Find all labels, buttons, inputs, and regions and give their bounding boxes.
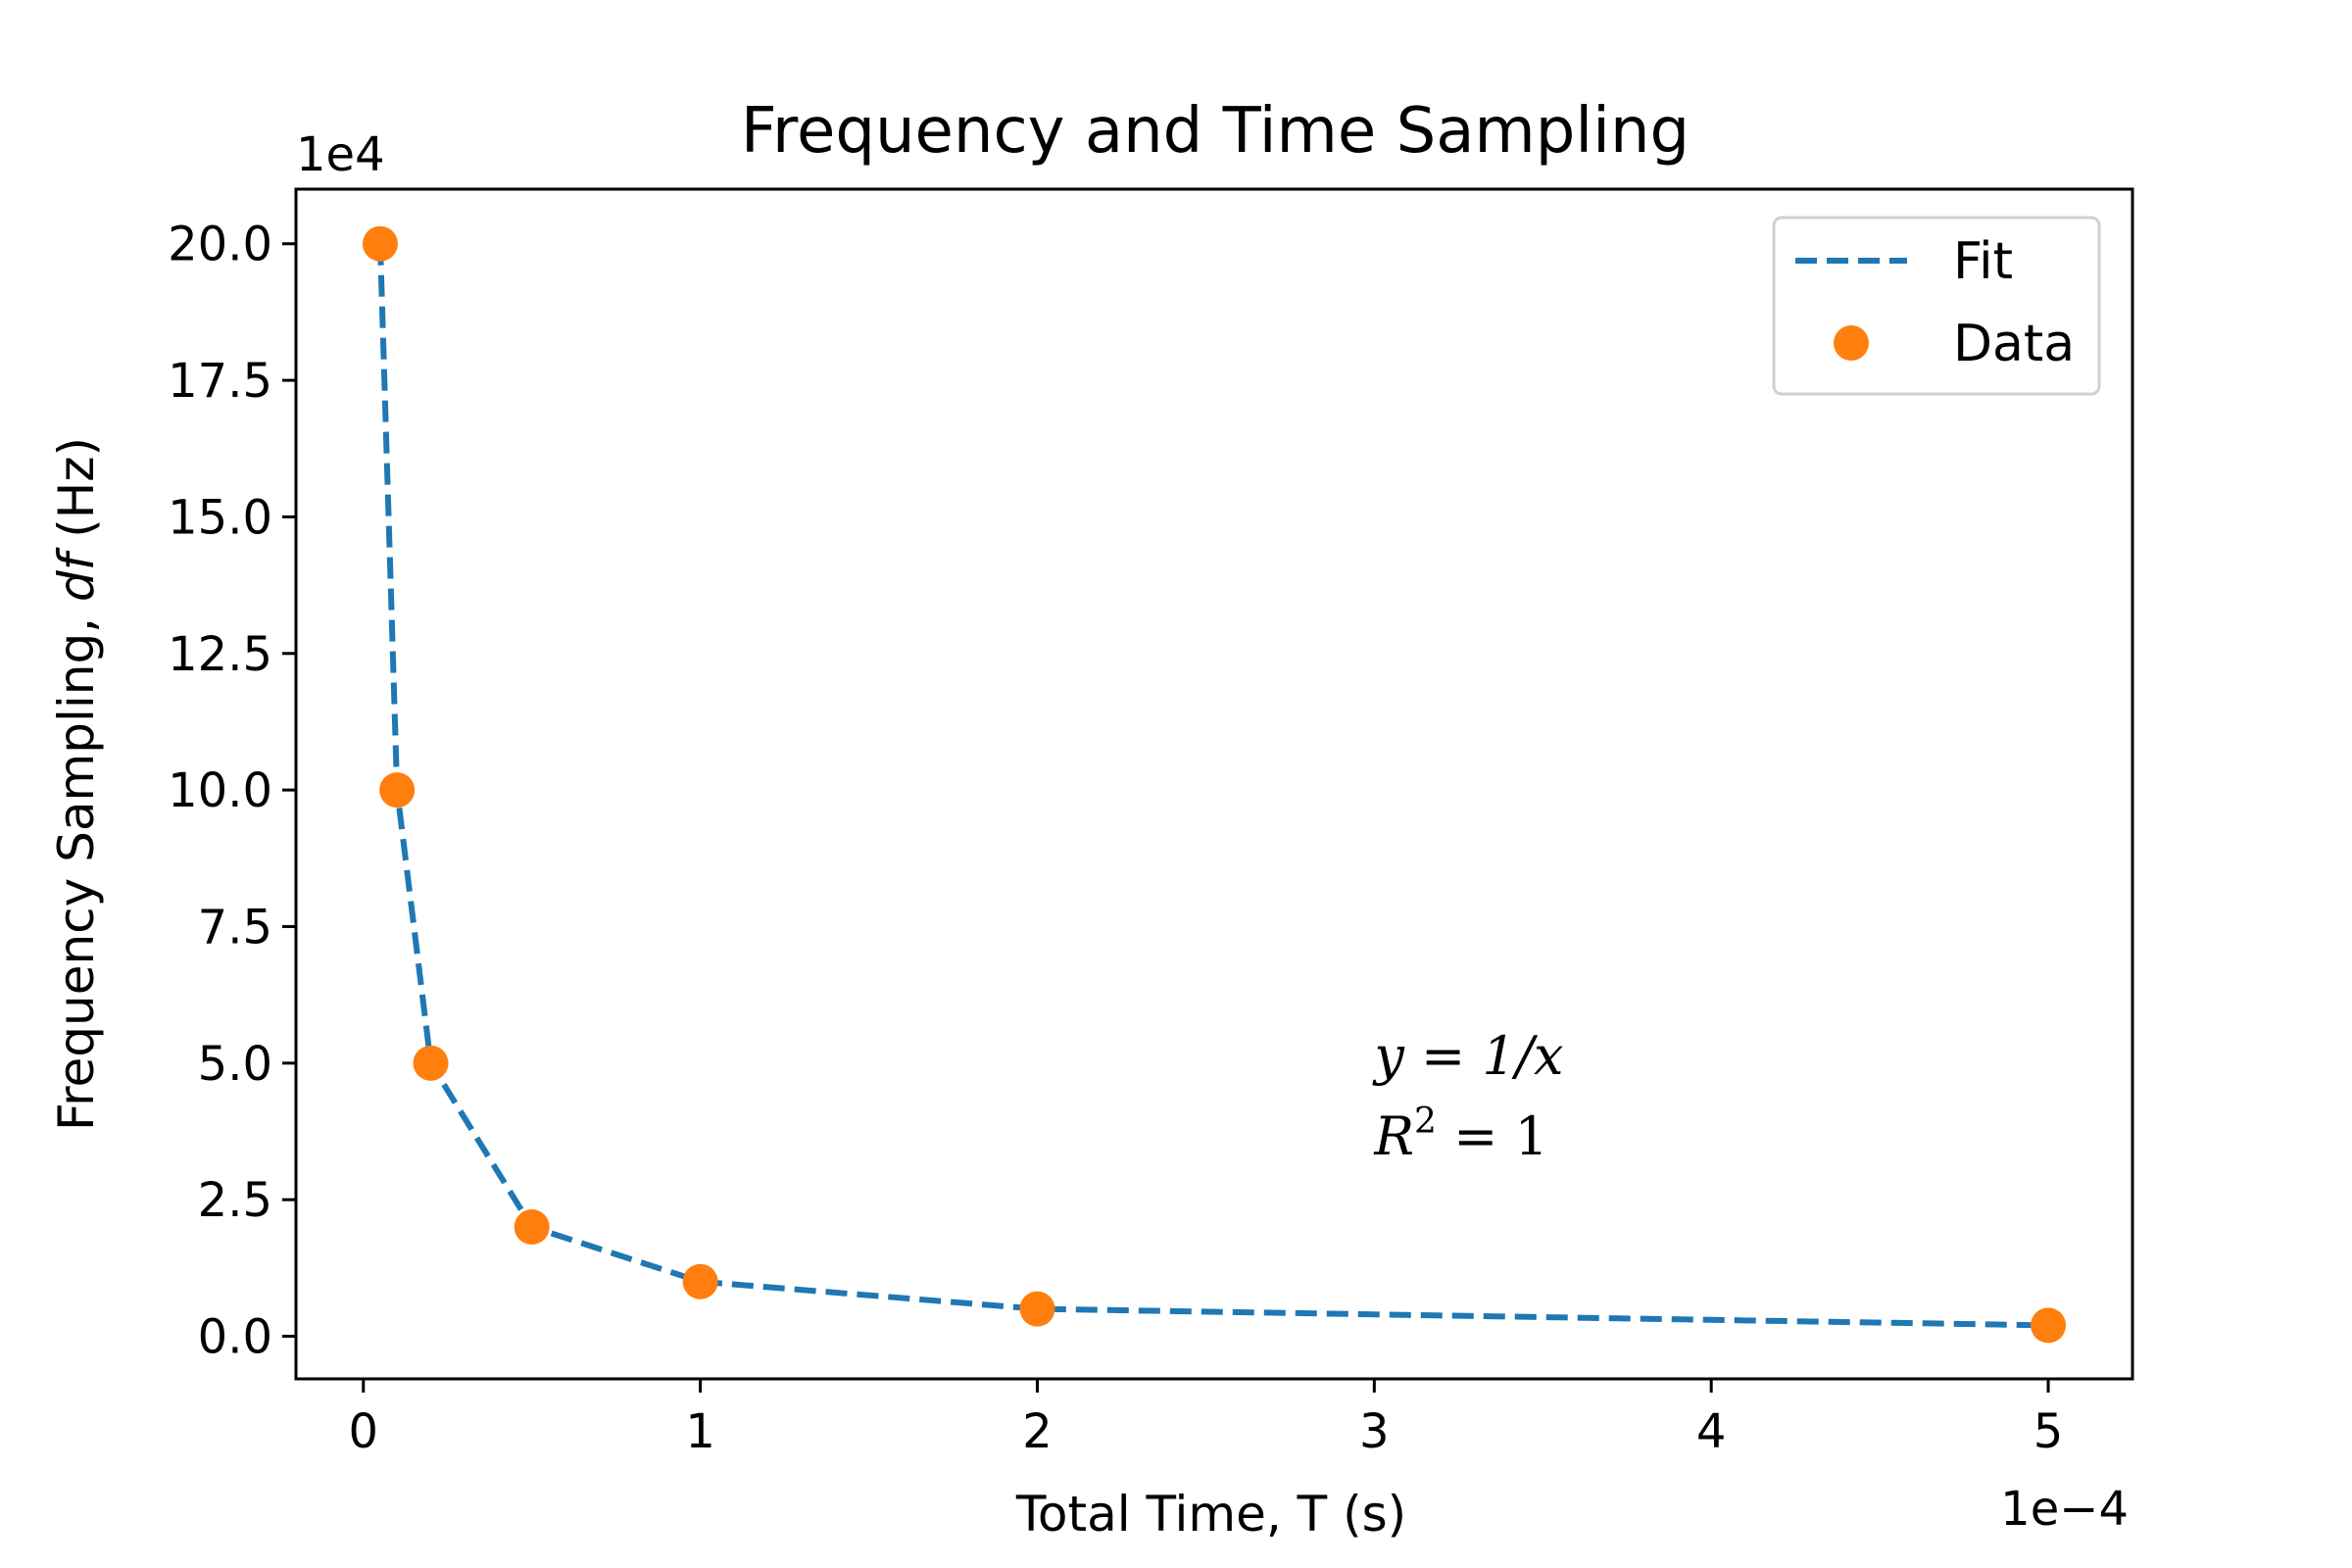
y-axis: 0.0 2.5 5.0 7.5 10.0 12.5 15.0 17.5 20.0	[168, 218, 296, 1365]
legend-data-label: Data	[1953, 315, 2075, 373]
x-axis: 0 1 2 3 4 5	[348, 1379, 2063, 1459]
x-tick-label: 2	[1022, 1404, 1053, 1459]
annotation: y = 1/x R2 = 1	[1372, 1025, 1563, 1167]
plot-frame	[294, 187, 2134, 1381]
y-tick-label: 17.5	[168, 354, 272, 409]
y-tick-label: 2.5	[198, 1173, 272, 1228]
data-point	[362, 225, 398, 262]
x-tick-label: 5	[2034, 1404, 2064, 1459]
data-point	[379, 772, 416, 808]
data-point	[413, 1045, 449, 1081]
data-point	[2031, 1307, 2067, 1344]
x-tick-label: 0	[348, 1404, 378, 1459]
y-tick-label: 0.0	[198, 1310, 272, 1365]
x-tick-label: 4	[1696, 1404, 1727, 1459]
y-tick-label: 10.0	[168, 763, 272, 818]
legend-data-swatch	[1834, 325, 1869, 361]
y-tick-label: 5.0	[198, 1037, 272, 1092]
annotation-equation: y = 1/x	[1372, 1025, 1563, 1087]
data-point	[682, 1263, 718, 1299]
legend: Fit Data	[1772, 216, 2101, 396]
y-tick-label: 20.0	[168, 218, 272, 272]
x-axis-title: Total Time, T (s)	[1015, 1486, 1406, 1543]
data-point	[1019, 1291, 1055, 1327]
y-axis-title: Frequency Sampling, df (Hz)	[48, 437, 105, 1131]
y-axis-offset-label: 1e4	[296, 127, 385, 182]
annotation-r-squared: R2 = 1	[1373, 1102, 1548, 1167]
chart-title: Frequency and Time Sampling	[741, 95, 1690, 168]
x-tick-label: 3	[1359, 1404, 1390, 1459]
y-tick-label: 15.0	[168, 490, 272, 545]
x-tick-label: 1	[685, 1404, 715, 1459]
y-tick-label: 7.5	[198, 900, 272, 955]
legend-fit-label: Fit	[1953, 232, 2013, 291]
data-point	[514, 1209, 550, 1246]
series-data	[362, 225, 2067, 1344]
x-axis-offset-label: 1e−4	[2000, 1482, 2129, 1537]
y-tick-label: 12.5	[168, 627, 272, 682]
plot-area	[294, 187, 2134, 1381]
